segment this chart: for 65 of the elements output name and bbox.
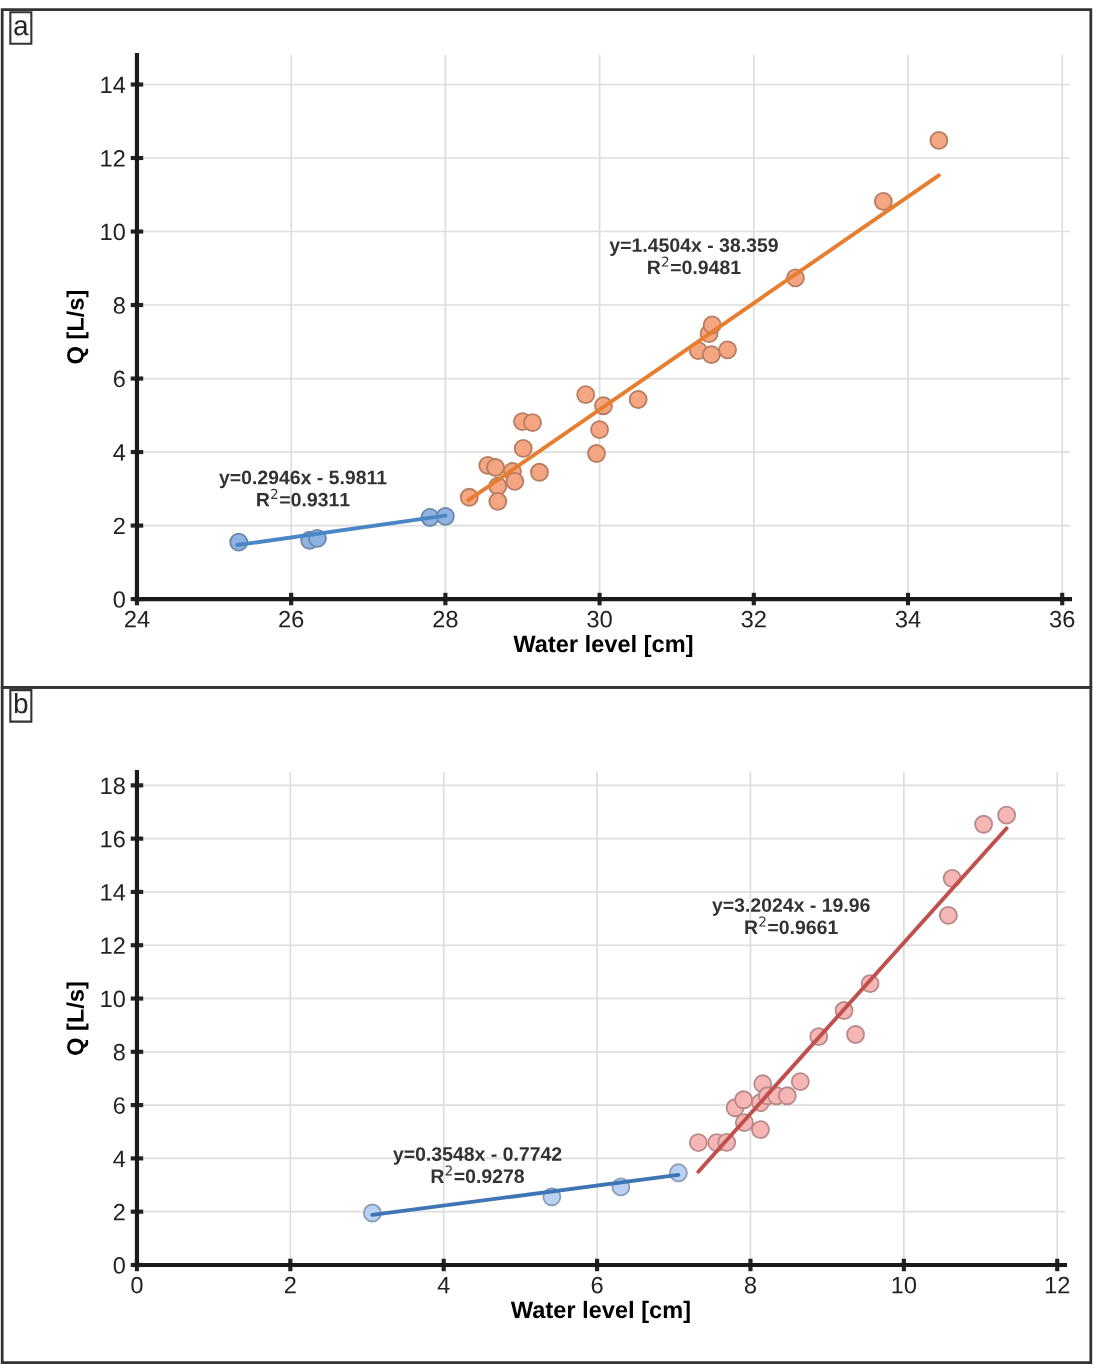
annotation: y=1.4504x - 38.359 R$^{2}$=0.9481 [609,238,778,275]
y-tick-label: 6 [113,1097,125,1114]
point [505,472,525,491]
text: b [14,692,28,714]
x-tick-label: 26 [279,610,304,628]
y-tick-label: 16 [101,830,125,848]
y-tick-label: 12 [101,150,125,167]
point [513,438,533,458]
y-tick-label: 14 [101,76,126,94]
x-tick-label: 32 [741,610,766,628]
y-tick-label: 4 [113,1150,126,1167]
point [701,345,721,365]
point [523,413,542,433]
annotation: y=0.2946x - 5.9811 R$^{2}$=0.9311 [219,470,387,507]
x-tick-label: 8 [744,1276,757,1294]
y-tick-label: 2 [113,517,125,535]
x-tick-label: 2 [284,1276,296,1294]
x-tick-label: 24 [125,610,150,628]
point [929,130,949,150]
y-tick-label: 8 [113,297,125,314]
x-tick-label: 30 [587,610,612,628]
point [530,462,549,482]
point [790,1072,810,1092]
y-tick-label: 0 [113,1257,125,1274]
point [688,1133,708,1153]
x-tick-label: 28 [433,610,458,628]
y-tick-label: 14 [101,884,126,901]
point [590,420,610,440]
text: a [14,20,29,36]
x-tick-label: 0 [131,1276,143,1294]
x-axis-title: Water level [cm] [513,634,693,657]
y-tick-label: 0 [113,591,125,608]
y-tick-label: 12 [101,937,125,954]
point [486,458,505,477]
x-tick-label: 10 [892,1276,917,1294]
point [576,385,596,405]
y-tick-label: 2 [113,1203,125,1221]
y-tick-label: 4 [113,444,126,461]
y-axis-title: Q [L/s] [66,291,89,364]
annotation: y=0.3548x - 0.7742 R$^{2}$=0.9278 [393,1147,562,1184]
x-tick-label: 36 [1050,610,1075,628]
y-axis-title: Q [L/s] [66,982,89,1055]
point [846,1025,865,1044]
x-tick-label: 34 [895,610,921,628]
point [628,390,648,409]
point [488,491,508,511]
y-tick-label: 6 [113,370,125,388]
point [777,1086,797,1106]
x-tick-label: 12 [1045,1276,1070,1294]
y-tick-label: 10 [101,990,125,1008]
x-tick-label: 4 [437,1276,450,1294]
point [938,905,958,925]
y-tick-label: 18 [101,777,125,795]
point [974,814,994,834]
annotation: y=3.2024x - 19.96 R$^{2}$=0.9661 [712,898,870,935]
point [718,340,737,360]
point [873,191,893,211]
point [587,444,606,463]
point [734,1090,753,1110]
point [997,805,1017,825]
x-axis-title: Water level [cm] [510,1300,690,1323]
y-tick-label: 10 [101,223,125,241]
point [751,1120,770,1140]
x-tick-label: 6 [591,1276,603,1294]
y-tick-label: 8 [113,1043,125,1061]
